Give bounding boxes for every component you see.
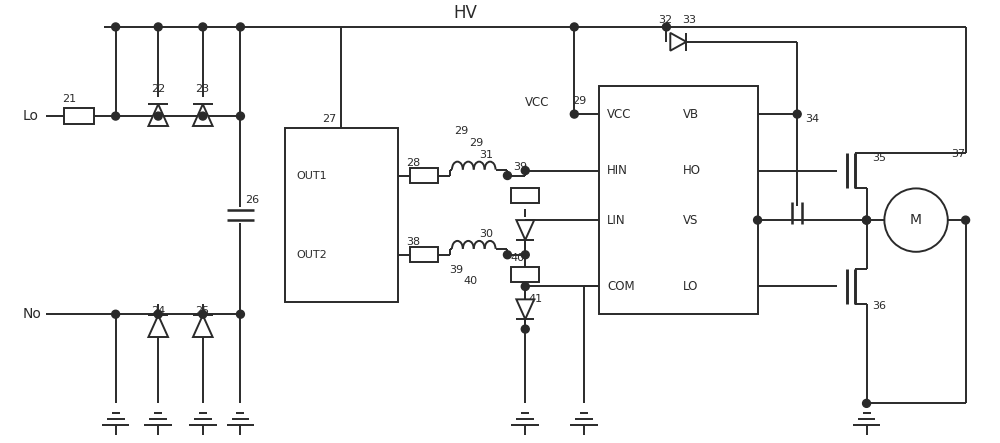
Text: 25: 25 — [195, 306, 209, 316]
Circle shape — [112, 23, 120, 31]
Text: HIN: HIN — [607, 164, 628, 177]
Text: 21: 21 — [62, 94, 76, 104]
Circle shape — [199, 112, 207, 120]
Polygon shape — [516, 220, 534, 240]
Circle shape — [154, 23, 162, 31]
Bar — [599, 86, 758, 314]
Text: 30: 30 — [479, 229, 493, 239]
Polygon shape — [193, 104, 213, 126]
Text: OUT1: OUT1 — [296, 171, 327, 181]
Text: No: No — [23, 307, 41, 321]
Text: VCC: VCC — [525, 96, 550, 109]
Polygon shape — [193, 315, 213, 337]
Text: 32: 32 — [659, 15, 673, 25]
Text: 31: 31 — [479, 150, 493, 159]
Circle shape — [570, 23, 578, 31]
Text: LIN: LIN — [607, 214, 626, 227]
Text: 40: 40 — [510, 253, 525, 263]
Circle shape — [154, 112, 162, 120]
Text: 36: 36 — [872, 301, 886, 311]
Circle shape — [199, 310, 207, 318]
Polygon shape — [148, 315, 168, 337]
Text: 37: 37 — [951, 149, 965, 159]
Circle shape — [662, 23, 670, 31]
Circle shape — [112, 112, 120, 120]
Bar — [511, 267, 539, 282]
Circle shape — [112, 310, 120, 318]
Text: 24: 24 — [151, 306, 166, 316]
Text: LO: LO — [683, 280, 699, 293]
Text: Lo: Lo — [23, 109, 39, 123]
Circle shape — [863, 216, 871, 224]
Text: HO: HO — [683, 164, 701, 177]
Circle shape — [570, 110, 578, 118]
Text: 29: 29 — [454, 126, 468, 136]
Circle shape — [521, 251, 529, 259]
Circle shape — [863, 400, 871, 407]
Text: M: M — [910, 213, 922, 227]
Text: HV: HV — [453, 4, 477, 22]
Circle shape — [754, 216, 762, 224]
Circle shape — [154, 310, 162, 318]
Bar — [285, 128, 398, 302]
Bar — [511, 188, 539, 203]
Circle shape — [521, 167, 529, 175]
Text: 33: 33 — [682, 15, 696, 25]
Polygon shape — [670, 33, 686, 51]
Text: 29: 29 — [572, 96, 587, 106]
Text: 41: 41 — [528, 294, 542, 304]
Text: 39: 39 — [449, 264, 463, 275]
Text: 23: 23 — [195, 84, 209, 94]
Circle shape — [503, 251, 511, 259]
Circle shape — [863, 216, 871, 224]
Text: VB: VB — [683, 108, 699, 120]
Circle shape — [236, 310, 244, 318]
Text: OUT2: OUT2 — [296, 250, 327, 260]
Circle shape — [962, 216, 970, 224]
Circle shape — [521, 325, 529, 333]
Text: 34: 34 — [805, 114, 819, 124]
Bar — [410, 168, 438, 183]
Circle shape — [521, 283, 529, 291]
Polygon shape — [148, 104, 168, 126]
Text: 40: 40 — [464, 276, 478, 287]
Text: 27: 27 — [322, 113, 336, 124]
Text: VS: VS — [683, 214, 699, 227]
Text: VCC: VCC — [607, 108, 631, 120]
Text: 22: 22 — [151, 84, 166, 94]
Text: 29: 29 — [469, 138, 483, 148]
Circle shape — [793, 110, 801, 118]
Text: 28: 28 — [406, 158, 421, 167]
Bar — [410, 247, 438, 262]
Circle shape — [503, 171, 511, 179]
Text: COM: COM — [607, 280, 635, 293]
Circle shape — [236, 23, 244, 31]
Circle shape — [199, 23, 207, 31]
Polygon shape — [516, 299, 534, 319]
Text: 38: 38 — [406, 237, 421, 247]
Text: 39: 39 — [513, 162, 527, 171]
Text: 35: 35 — [872, 153, 886, 163]
Circle shape — [236, 112, 244, 120]
Bar — [64, 108, 94, 124]
Text: 26: 26 — [245, 195, 260, 205]
